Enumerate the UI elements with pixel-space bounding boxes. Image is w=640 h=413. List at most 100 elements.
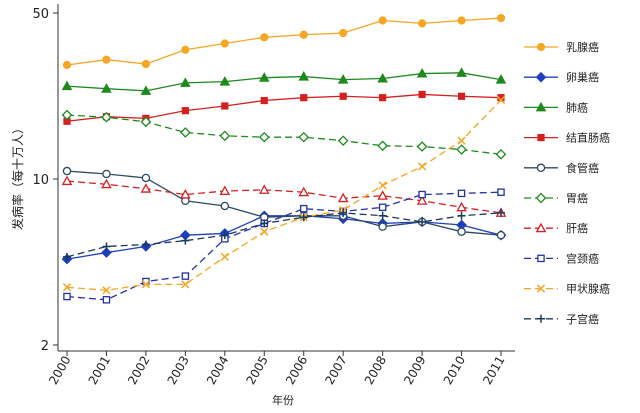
legend-item: 胃癌 (524, 191, 588, 205)
data-point (219, 185, 231, 196)
data-point (457, 92, 466, 100)
data-point (219, 76, 231, 86)
data-point (457, 189, 466, 198)
data-point (378, 16, 387, 25)
data-point (417, 19, 427, 28)
legend-label: 子宫癌 (566, 312, 599, 326)
data-point (497, 208, 505, 217)
y-axis-label: 发病率（每十万人） (10, 122, 25, 230)
data-point (180, 77, 191, 87)
legend-marker (535, 222, 547, 233)
data-point (337, 135, 349, 146)
data-point (339, 28, 348, 38)
series-line (66, 191, 502, 301)
data-point (181, 45, 190, 54)
data-point (102, 169, 111, 179)
series-6 (61, 109, 507, 160)
legend-marker (535, 71, 547, 83)
data-point (63, 252, 71, 261)
data-point (496, 230, 506, 240)
data-point (181, 236, 190, 245)
data-point (496, 95, 506, 105)
data-point (495, 149, 507, 160)
y-tick-label: 50 (32, 7, 49, 22)
data-point (220, 39, 229, 48)
data-point (260, 96, 268, 105)
data-point (299, 204, 308, 213)
data-point (102, 242, 111, 251)
data-point (258, 131, 270, 143)
legend-marker (536, 163, 546, 173)
series-10 (63, 208, 505, 261)
legend-label: 肺癌 (566, 100, 588, 114)
legend-item: 乳腺癌 (524, 40, 599, 54)
x-axis-label: 年份 (272, 393, 294, 407)
series-1 (62, 13, 506, 70)
x-tick-label: 2010 (441, 354, 468, 387)
data-point (102, 296, 111, 304)
legend-label: 卵巢癌 (566, 70, 599, 84)
data-point (61, 109, 73, 121)
x-tick-label: 2001 (86, 354, 113, 387)
data-point (220, 201, 230, 211)
data-point (378, 222, 387, 231)
series-3 (61, 67, 507, 95)
data-point (102, 286, 111, 295)
legend-label: 食管癌 (566, 161, 599, 175)
data-point (141, 240, 150, 249)
data-point (62, 283, 72, 292)
data-point (298, 71, 310, 81)
legend-item: 结直肠癌 (524, 131, 610, 145)
data-point (457, 211, 466, 220)
legend-label: 结直肠癌 (566, 131, 610, 145)
data-point (418, 90, 426, 99)
data-point (140, 85, 152, 95)
data-point (140, 116, 152, 128)
data-point (416, 141, 428, 152)
legend-marker (537, 134, 545, 142)
data-point (495, 74, 507, 84)
data-point (378, 203, 387, 212)
data-point (63, 117, 71, 125)
data-point (63, 292, 71, 301)
data-point (219, 130, 231, 142)
data-point (457, 16, 466, 25)
data-point (417, 162, 427, 171)
data-point (496, 13, 506, 23)
data-point (260, 227, 269, 236)
data-point (456, 201, 467, 212)
data-point (141, 59, 151, 69)
legend-label: 乳腺癌 (566, 40, 599, 54)
data-point (101, 111, 112, 123)
legend-marker (537, 254, 545, 263)
data-point (181, 280, 190, 289)
data-point (377, 140, 388, 152)
data-point (418, 190, 426, 199)
data-point (141, 280, 151, 289)
data-point (418, 217, 427, 226)
data-point (497, 94, 505, 102)
data-point (220, 231, 229, 240)
data-point (416, 68, 428, 78)
series-line (66, 72, 502, 92)
series-line (66, 215, 502, 260)
x-tick-label: 2008 (362, 354, 389, 387)
legend-label: 肝癌 (566, 221, 588, 235)
data-point (299, 213, 308, 222)
legend-item: 肝癌 (524, 221, 588, 235)
data-point (339, 208, 348, 217)
x-tick-label: 2009 (401, 354, 428, 387)
data-point (258, 72, 270, 82)
legend-label: 甲状腺癌 (566, 282, 610, 296)
data-point (456, 144, 467, 155)
series-7 (61, 175, 507, 217)
legend-item: 肺癌 (524, 100, 588, 114)
data-point (260, 219, 269, 228)
data-point (141, 173, 151, 183)
data-point (62, 166, 72, 176)
data-point (180, 127, 191, 138)
data-point (180, 189, 191, 199)
